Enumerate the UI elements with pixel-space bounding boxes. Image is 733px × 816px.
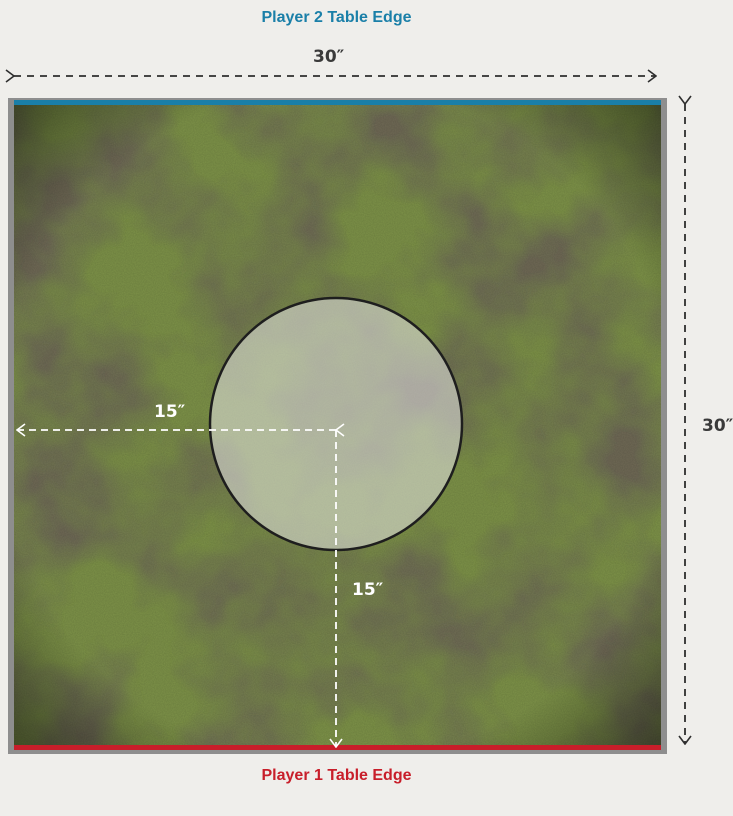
- depth-label: 30″: [702, 416, 733, 436]
- bottom-distance-label: 15″: [352, 580, 384, 600]
- player1-edge-bar: [14, 745, 661, 750]
- player2-edge-label: Player 2 Table Edge: [261, 9, 412, 26]
- left-distance-label: 15″: [154, 402, 186, 422]
- player2-edge-bar: [14, 100, 661, 105]
- player1-edge-label: Player 1 Table Edge: [261, 767, 412, 784]
- objective-circle: [208, 296, 464, 552]
- width-label: 30″: [313, 47, 345, 67]
